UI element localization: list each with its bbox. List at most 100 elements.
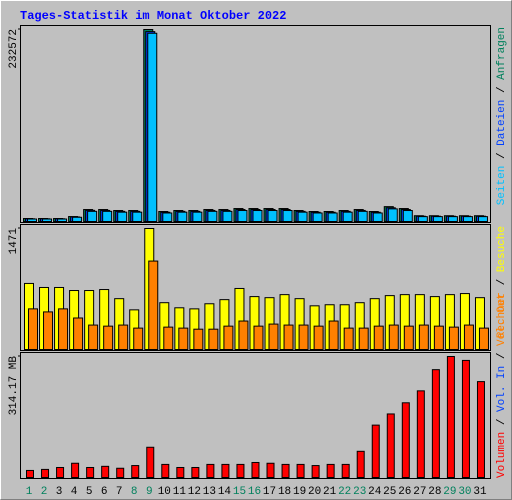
x-tick-label: 11 — [173, 486, 187, 498]
x-tick-label: 20 — [308, 486, 321, 498]
bar — [178, 327, 189, 351]
bar — [71, 462, 80, 479]
y-tick-label: 1471 — [8, 228, 20, 255]
bar — [433, 325, 444, 350]
legend-entry: Anfragen — [496, 27, 508, 80]
bar — [147, 32, 158, 223]
x-tick-label: 15 — [233, 486, 246, 498]
bar — [148, 260, 159, 350]
legend-entry: Volumen — [496, 432, 508, 478]
bar — [192, 211, 203, 223]
bar — [476, 381, 485, 479]
x-tick-label: 1 — [26, 486, 33, 498]
x-tick-label: 10 — [158, 486, 171, 498]
bar — [373, 325, 384, 350]
bar — [253, 325, 264, 350]
bar — [42, 218, 53, 222]
bar — [118, 324, 129, 350]
bar — [101, 465, 110, 479]
x-tick-label: 19 — [293, 486, 306, 498]
x-tick-label: 7 — [116, 486, 123, 498]
bar — [416, 390, 425, 479]
bar — [237, 210, 248, 222]
bar — [223, 325, 234, 350]
x-tick-label: 8 — [131, 486, 138, 498]
bar — [221, 463, 230, 479]
bar — [358, 327, 369, 351]
bar — [162, 212, 173, 222]
bar — [268, 323, 279, 351]
x-tick-label: 27 — [413, 486, 426, 498]
bar — [28, 308, 38, 350]
bar — [267, 210, 278, 222]
bar — [461, 359, 470, 479]
legend-separator: / — [496, 412, 508, 432]
x-tick-label: 18 — [278, 486, 291, 498]
plot-frame — [20, 352, 491, 479]
bar — [356, 450, 365, 479]
bar — [296, 463, 305, 479]
bar — [387, 208, 398, 223]
bar — [388, 324, 399, 350]
bar — [208, 328, 219, 350]
legend-entry: Besuche — [496, 226, 508, 272]
bar — [41, 468, 50, 478]
bar — [102, 210, 113, 222]
bar — [402, 210, 413, 222]
bar — [206, 463, 215, 479]
legend-entry: Vol. In — [496, 366, 508, 412]
bar — [132, 211, 143, 223]
bar — [371, 424, 380, 479]
legend: Rechner / Besuche — [496, 226, 508, 338]
x-tick-label: 12 — [188, 486, 201, 498]
bar — [462, 216, 473, 223]
bar — [87, 210, 98, 222]
bar — [177, 211, 188, 223]
bar — [372, 212, 383, 222]
bar — [432, 216, 443, 223]
bar — [131, 465, 140, 479]
bar — [283, 324, 294, 350]
bar — [103, 325, 114, 350]
legend-entry: Dateien — [496, 100, 508, 146]
x-tick-label: 25 — [383, 486, 396, 498]
legend-separator: / — [496, 272, 508, 292]
x-tick-label: 24 — [368, 486, 382, 498]
bar — [73, 317, 84, 350]
legend-entry: Seiten — [496, 166, 508, 206]
legend-entry: Vol. Out — [496, 293, 508, 346]
bar — [311, 465, 320, 479]
bar — [26, 469, 34, 478]
bar — [57, 218, 68, 222]
bar — [448, 326, 459, 350]
x-tick-label: 17 — [263, 486, 276, 498]
legend: Seiten / Dateien / Anfragen — [496, 27, 508, 205]
x-tick-label: 31 — [473, 486, 487, 498]
plot-frame — [20, 224, 491, 351]
chart-title: Tages-Statistik im Monat Oktober 2022 — [20, 9, 286, 23]
bar — [281, 463, 290, 479]
y-tick-label: 232572 — [8, 29, 20, 69]
bar — [43, 311, 54, 351]
bar — [282, 210, 293, 222]
bar — [386, 413, 395, 478]
bar — [191, 466, 200, 479]
bar — [251, 461, 260, 478]
legend-separator: / — [496, 146, 508, 166]
bar — [222, 210, 233, 222]
x-tick-label: 5 — [86, 486, 93, 498]
x-tick-label: 3 — [56, 486, 63, 498]
bar — [117, 211, 128, 223]
bar — [357, 210, 368, 222]
bar — [207, 210, 218, 222]
bar — [326, 463, 335, 479]
bar — [418, 324, 429, 350]
bar — [477, 216, 488, 223]
bar — [116, 467, 125, 478]
bar — [88, 324, 99, 350]
bar — [72, 216, 83, 222]
x-tick-label: 29 — [443, 486, 456, 498]
bar — [431, 369, 440, 479]
